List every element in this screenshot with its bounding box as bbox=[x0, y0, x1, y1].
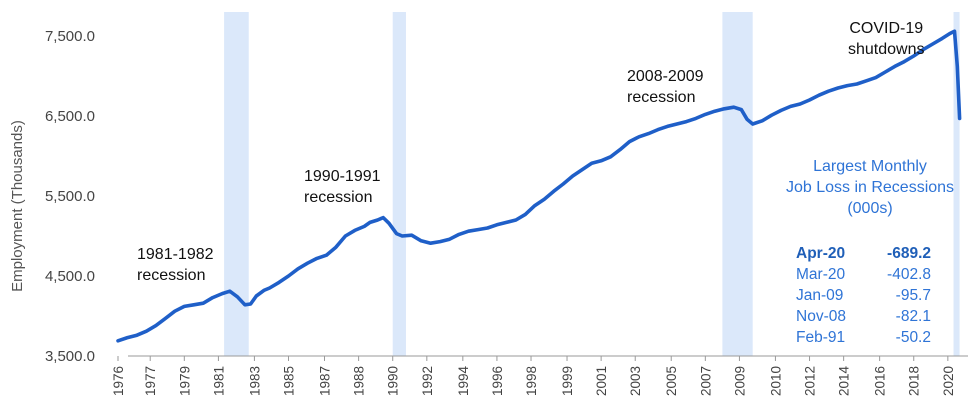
job-loss-month: Mar-20 bbox=[796, 266, 846, 283]
x-tick-label: 2020 bbox=[941, 366, 956, 396]
annotation-line: recession bbox=[137, 267, 206, 284]
recession-band bbox=[722, 12, 753, 356]
x-tick-label: 1998 bbox=[524, 366, 539, 396]
job-loss-month: Nov-08 bbox=[796, 308, 846, 325]
x-tick-label: 1996 bbox=[490, 366, 505, 396]
annotation-line: recession bbox=[304, 189, 373, 206]
job-loss-table: Apr-20 -689.2 Mar-20 -402.8 Jan-09 -95.7… bbox=[796, 243, 931, 348]
x-tick-label: 1981 bbox=[211, 366, 226, 396]
x-tick-label: 2014 bbox=[837, 365, 852, 396]
x-tick-label: 2001 bbox=[594, 366, 609, 396]
annotation-2008-recession: 2008-2009 recession bbox=[627, 66, 704, 108]
annotation-1981-recession: 1981-1982 recession bbox=[137, 244, 214, 286]
x-tick-label: 2005 bbox=[664, 366, 679, 396]
job-loss-month: Apr-20 bbox=[796, 245, 846, 262]
job-loss-title: Largest Monthly Job Loss in Recessions (… bbox=[770, 156, 970, 219]
job-loss-title-line: Largest Monthly bbox=[813, 158, 927, 175]
y-tick-label: 7,500.0 bbox=[45, 28, 95, 45]
annotation-line: shutdowns bbox=[848, 41, 925, 58]
x-tick-label: 2009 bbox=[732, 366, 747, 396]
x-tick-label: 2003 bbox=[628, 366, 643, 396]
x-tick-label: 2012 bbox=[803, 366, 818, 396]
x-tick-label: 1990 bbox=[386, 366, 401, 396]
y-tick-label: 3,500.0 bbox=[45, 348, 95, 365]
x-tick-label: 2018 bbox=[907, 366, 922, 396]
annotation-line: 1981-1982 bbox=[137, 246, 214, 263]
y-tick-labels: 3,500.0 4,500.0 5,500.0 6,500.0 7,500.0 bbox=[45, 28, 95, 365]
x-tick-label: 1994 bbox=[456, 365, 471, 396]
job-loss-title-line: Job Loss in Recessions bbox=[785, 179, 955, 196]
x-tick-label: 2010 bbox=[768, 366, 783, 396]
employment-series-line bbox=[116, 29, 962, 343]
recession-bands bbox=[224, 12, 960, 356]
x-tick-label: 1976 bbox=[111, 366, 126, 396]
annotation-covid: COVID-19 shutdowns bbox=[848, 18, 925, 60]
job-loss-month: Jan-09 bbox=[796, 287, 844, 304]
job-loss-title-line: (000s) bbox=[847, 200, 893, 217]
x-tick-label: 1987 bbox=[318, 366, 333, 396]
annotation-line: COVID-19 bbox=[849, 20, 924, 37]
job-loss-row: Mar-20 -402.8 bbox=[796, 264, 931, 285]
recession-band bbox=[392, 12, 406, 356]
x-tick-label: 1985 bbox=[282, 366, 297, 396]
x-tick-label: 1988 bbox=[352, 366, 367, 396]
job-loss-month: Feb-91 bbox=[796, 329, 846, 346]
annotation-line: recession bbox=[627, 89, 696, 106]
y-tick-label: 6,500.0 bbox=[45, 108, 95, 125]
x-tick-label: 2016 bbox=[873, 366, 888, 396]
job-loss-value: -689.2 bbox=[887, 245, 931, 262]
job-loss-value: -402.8 bbox=[887, 266, 931, 283]
x-tick-label: 1992 bbox=[420, 366, 435, 396]
annotation-line: 2008-2009 bbox=[627, 68, 704, 85]
job-loss-row: Feb-91 -50.2 bbox=[796, 327, 931, 348]
job-loss-value: -82.1 bbox=[895, 308, 931, 325]
annotation-1990-recession: 1990-1991 recession bbox=[304, 166, 381, 208]
x-tick-label: 2007 bbox=[698, 366, 713, 396]
job-loss-row: Nov-08 -82.1 bbox=[796, 306, 931, 327]
job-loss-value: -50.2 bbox=[895, 329, 931, 346]
x-tick-label: 1983 bbox=[247, 366, 262, 396]
y-tick-label: 5,500.0 bbox=[45, 188, 95, 205]
job-loss-row: Apr-20 -689.2 bbox=[796, 243, 931, 264]
x-tick-label: 1999 bbox=[560, 366, 575, 396]
job-loss-row: Jan-09 -95.7 bbox=[796, 285, 931, 306]
job-loss-value: -95.7 bbox=[895, 287, 931, 304]
x-tick-label: 1977 bbox=[143, 366, 158, 396]
recession-band bbox=[224, 12, 249, 356]
recession-band bbox=[953, 12, 960, 356]
annotation-line: 1990-1991 bbox=[304, 168, 381, 185]
y-tick-label: 4,500.0 bbox=[45, 268, 95, 285]
x-tick-labels: 1976 1977 1979 1981 1983 1985 1987 1988 1990 1992… bbox=[111, 356, 956, 396]
y-axis-label: Employment (Thousands) bbox=[9, 120, 26, 292]
x-tick-label: 1979 bbox=[177, 366, 192, 396]
